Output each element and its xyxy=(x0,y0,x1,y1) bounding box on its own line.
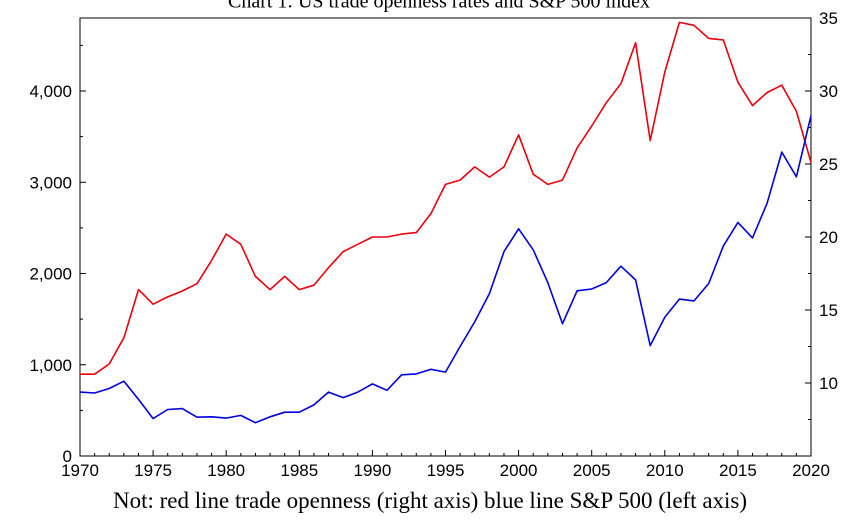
series-lines xyxy=(79,21,812,424)
left-tick-label: 1,000 xyxy=(29,356,72,375)
x-tick-label: 1980 xyxy=(207,461,245,480)
left-tick-label: 4,000 xyxy=(29,82,72,101)
chart-note: Not: red line trade openness (right axis… xyxy=(113,488,747,513)
x-tick-label: 1990 xyxy=(353,461,391,480)
x-tick-label: 2015 xyxy=(719,461,757,480)
x-tick-label: 1970 xyxy=(61,461,99,480)
right-tick-label: 15 xyxy=(819,301,838,320)
right-tick-label: 25 xyxy=(819,155,838,174)
x-tick-label: 2010 xyxy=(646,461,684,480)
x-tick-label: 1975 xyxy=(134,461,172,480)
right-tick-label: 10 xyxy=(819,374,838,393)
chart-title: Chart 1: US trade openness rates and S&P… xyxy=(228,0,650,13)
left-tick-label: 0 xyxy=(63,447,72,466)
left-tick-label: 2,000 xyxy=(29,265,72,284)
x-tick-label: 2000 xyxy=(500,461,538,480)
right-tick-label: 35 xyxy=(819,9,838,28)
sp500-line xyxy=(79,115,812,424)
x-tick-label: 2020 xyxy=(792,461,830,480)
left-tick-label: 3,000 xyxy=(29,173,72,192)
trade-openness-line xyxy=(80,21,812,376)
x-tick-label: 2005 xyxy=(573,461,611,480)
x-tick-label: 1985 xyxy=(280,461,318,480)
right-tick-label: 30 xyxy=(819,82,838,101)
right-tick-label: 20 xyxy=(819,228,838,247)
x-tick-label: 1995 xyxy=(427,461,465,480)
axis-ticks: 1970 1975 1980 1985 1990 1995 2000 2005 2010 2015… xyxy=(29,9,837,480)
